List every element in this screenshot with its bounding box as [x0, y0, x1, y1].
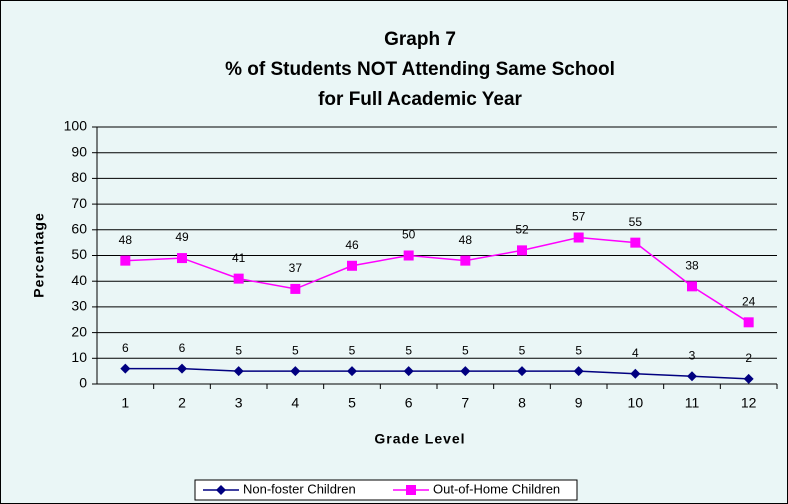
point — [403, 366, 414, 377]
x-tick-label: 2 — [178, 395, 186, 411]
point — [573, 232, 584, 243]
point — [290, 366, 301, 377]
data-label: 55 — [629, 215, 643, 229]
data-label: 38 — [685, 259, 699, 273]
point — [573, 366, 584, 377]
data-label: 2 — [745, 351, 752, 365]
x-tick-label: 3 — [235, 395, 243, 411]
chart-title: Graph 7 — [384, 29, 456, 50]
data-label: 57 — [572, 210, 586, 224]
data-label: 50 — [402, 228, 416, 242]
x-tick-label: 12 — [741, 395, 757, 411]
legend-label: Out-of-Home Children — [433, 481, 560, 496]
y-tick-label: 40 — [71, 272, 87, 288]
point — [687, 281, 697, 292]
data-label: 4 — [632, 346, 639, 360]
data-label: 52 — [515, 223, 529, 237]
chart-title: for Full Academic Year — [318, 89, 522, 110]
y-tick-label: 50 — [71, 246, 87, 262]
legend-label: Non-foster Children — [243, 481, 356, 496]
point — [517, 366, 527, 377]
data-label: 24 — [742, 294, 756, 308]
series-line — [125, 367, 749, 380]
x-tick-label: 8 — [518, 395, 526, 411]
data-label: 41 — [232, 251, 246, 265]
data-label: 5 — [462, 343, 469, 357]
point — [460, 255, 471, 266]
x-tick-label: 10 — [628, 395, 644, 411]
x-axis-title: Grade Level — [374, 431, 465, 447]
y-tick-label: 30 — [71, 298, 87, 314]
point — [233, 366, 244, 377]
y-tick-label: 10 — [71, 349, 87, 365]
point — [687, 371, 697, 382]
data-label: 48 — [459, 233, 473, 247]
point — [120, 255, 131, 266]
point — [460, 366, 471, 377]
data-label: 48 — [119, 233, 133, 247]
y-tick-label: 100 — [64, 118, 88, 134]
data-label: 5 — [575, 343, 582, 357]
point — [743, 317, 754, 328]
point — [347, 366, 357, 377]
data-label: 5 — [405, 343, 412, 357]
y-axis-title: Percentage — [31, 212, 47, 297]
point — [120, 363, 131, 374]
x-tick-label: 5 — [348, 395, 356, 411]
point — [630, 237, 641, 248]
y-tick-label: 80 — [71, 169, 87, 185]
point — [630, 368, 641, 379]
point — [403, 250, 414, 261]
legend-marker — [216, 485, 226, 495]
x-tick-label: 4 — [291, 395, 299, 411]
point — [233, 273, 244, 284]
point — [290, 283, 301, 294]
point — [347, 260, 357, 271]
y-tick-label: 0 — [79, 375, 87, 391]
chart-title: % of Students NOT Attending Same School — [225, 59, 615, 80]
data-label: 37 — [289, 261, 303, 275]
data-label: 5 — [292, 343, 299, 357]
point — [177, 253, 187, 264]
point — [743, 373, 754, 384]
x-tick-label: 1 — [121, 395, 129, 411]
x-tick-label: 6 — [405, 395, 413, 411]
x-tick-label: 11 — [685, 395, 700, 411]
y-tick-label: 90 — [71, 143, 87, 159]
legend-box — [194, 479, 578, 501]
data-label: 6 — [179, 341, 186, 355]
y-tick-label: 70 — [71, 195, 87, 211]
y-tick-label: 20 — [71, 323, 87, 339]
data-label: 5 — [349, 343, 356, 357]
y-tick-label: 60 — [71, 221, 87, 237]
x-tick-label: 9 — [575, 395, 583, 411]
series-line — [125, 236, 750, 323]
data-label: 5 — [519, 343, 526, 357]
data-label: 5 — [235, 343, 242, 357]
point — [517, 245, 527, 256]
data-label: 6 — [122, 341, 129, 355]
legend-marker — [406, 485, 416, 495]
data-label: 49 — [175, 230, 189, 244]
data-label: 46 — [345, 238, 359, 252]
point — [177, 363, 187, 374]
data-label: 3 — [689, 348, 696, 362]
x-tick-label: 7 — [461, 395, 469, 411]
